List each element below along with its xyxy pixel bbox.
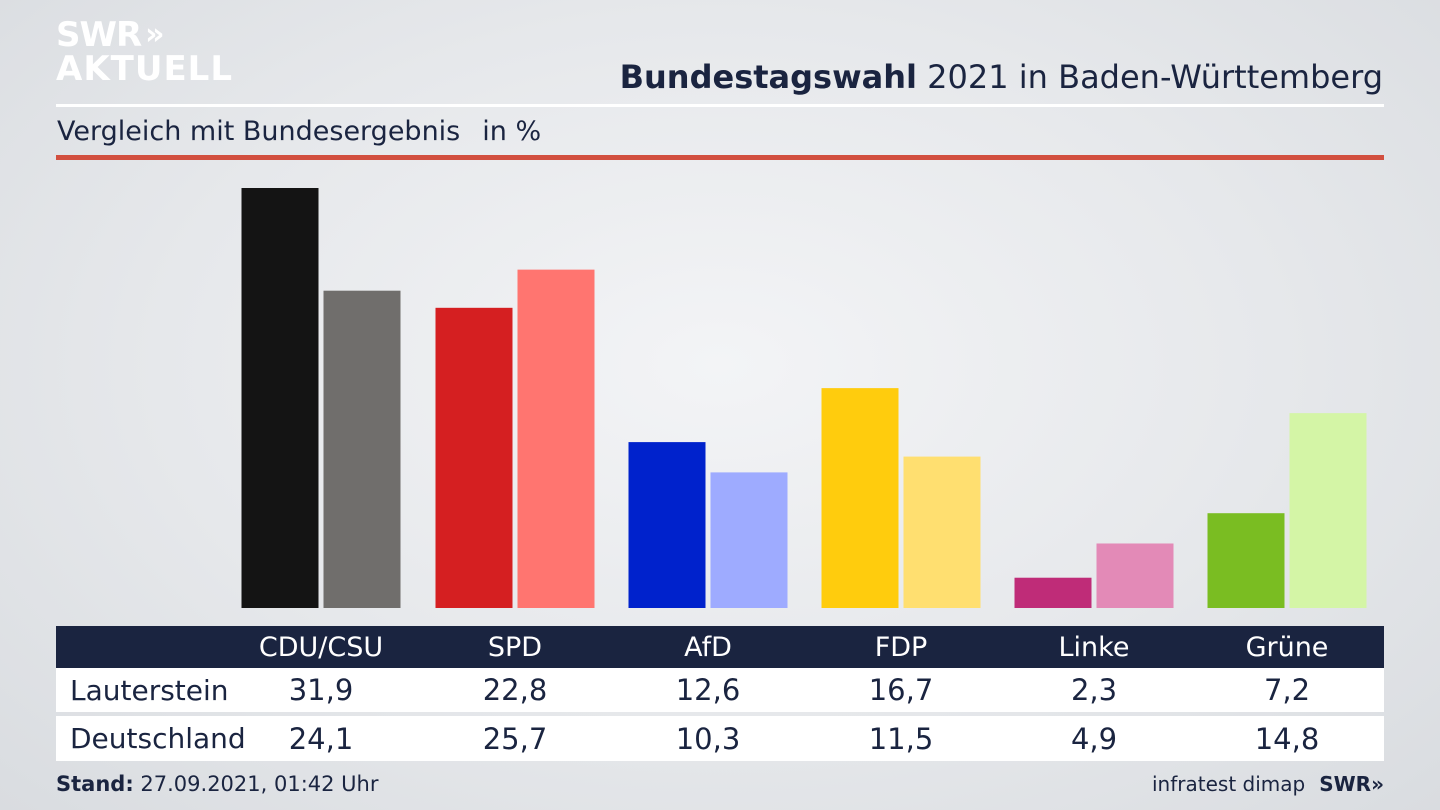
bar-grüne-deutschland [1289, 413, 1367, 608]
swr-aktuell-logo: SWR» AKTUELL [56, 15, 234, 89]
table-header-row: CDU/CSU SPD AfD FDP Linke Grüne [56, 626, 1384, 668]
column-header: CDU/CSU [258, 631, 384, 663]
table-cell: 2,3 [1070, 673, 1118, 707]
table-cell: 24,1 [288, 721, 354, 756]
stand-value: 27.09.2021, 01:42 Uhr [133, 772, 379, 796]
table-cell: 7,2 [1263, 673, 1311, 707]
bar-fdp-lauterstein [821, 388, 899, 608]
bar-chart [241, 188, 1367, 608]
table-cell: 10,3 [675, 721, 741, 756]
logo-aktuell-text: AKTUELL [56, 49, 234, 89]
timestamp: Stand: 27.09.2021, 01:42 Uhr [56, 772, 379, 796]
table-row-lauterstein: Lauterstein 31,9 22,8 12,6 16,7 2,3 7,2 [56, 668, 1384, 712]
column-header: AfD [684, 631, 732, 663]
subtitle-text: Vergleich mit Bundesergebnis [57, 116, 461, 147]
results-table: CDU/CSU SPD AfD FDP Linke Grüne Lauterstein 3… [56, 626, 1384, 761]
table-cell: 14,8 [1254, 721, 1320, 756]
table-cell: 31,9 [288, 673, 354, 707]
swr-brand-logo: SWR» [1319, 772, 1384, 796]
table-cell: 25,7 [482, 721, 548, 756]
table-cell: 22,8 [482, 673, 548, 707]
column-header: Grüne [1245, 631, 1329, 663]
source-text: infratest dimap [1152, 772, 1306, 796]
table-cell: 12,6 [675, 673, 741, 707]
chart-title-bold: Bundestagswahl [619, 58, 917, 96]
unit-label: in % [482, 116, 542, 147]
column-header: Linke [1058, 631, 1130, 663]
bar-cdu-csu-deutschland [323, 290, 401, 608]
row-label: Deutschland [70, 722, 246, 755]
bar-cdu-csu-lauterstein [241, 188, 319, 608]
table-row-deutschland: Deutschland 24,1 25,7 10,3 11,5 4,9 14,8 [56, 716, 1384, 761]
row-label: Lauterstein [70, 673, 229, 707]
bar-afd-lauterstein [628, 442, 706, 608]
chart-subtitle: Vergleich mit Bundesergebnis in % [57, 116, 541, 147]
header-divider [56, 104, 1384, 107]
table-cell: 16,7 [868, 673, 934, 707]
source-credit: infratest dimap SWR» [1152, 772, 1384, 796]
bar-afd-deutschland [710, 472, 788, 608]
logo-swr-text: SWR [56, 15, 142, 55]
accent-divider [56, 155, 1384, 160]
bar-linke-lauterstein [1014, 577, 1092, 608]
column-header: FDP [874, 631, 928, 663]
chart-title: Bundestagswahl 2021 in Baden-Württemberg [620, 58, 1383, 96]
table-cell: 11,5 [868, 721, 934, 756]
table-cell: 4,9 [1070, 721, 1118, 756]
bar-spd-lauterstein [435, 307, 513, 608]
column-header: SPD [487, 631, 543, 663]
bar-linke-deutschland [1096, 543, 1174, 608]
bar-fdp-deutschland [903, 456, 981, 608]
stand-label: Stand: [56, 772, 134, 796]
bar-grüne-lauterstein [1207, 513, 1285, 608]
chart-title-rest: 2021 in Baden-Württemberg [916, 58, 1383, 96]
bar-spd-deutschland [517, 269, 595, 608]
